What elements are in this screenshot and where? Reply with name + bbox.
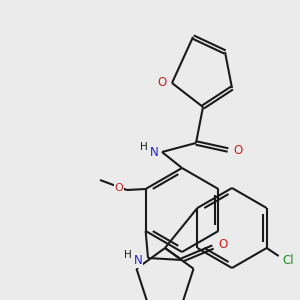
Text: H: H xyxy=(140,142,148,152)
Text: O: O xyxy=(115,183,123,193)
Text: Cl: Cl xyxy=(283,254,295,266)
Text: O: O xyxy=(233,143,243,157)
Text: N: N xyxy=(150,146,158,158)
Text: N: N xyxy=(134,254,142,268)
Text: H: H xyxy=(124,250,132,260)
Text: O: O xyxy=(158,76,166,89)
Text: O: O xyxy=(218,238,228,251)
